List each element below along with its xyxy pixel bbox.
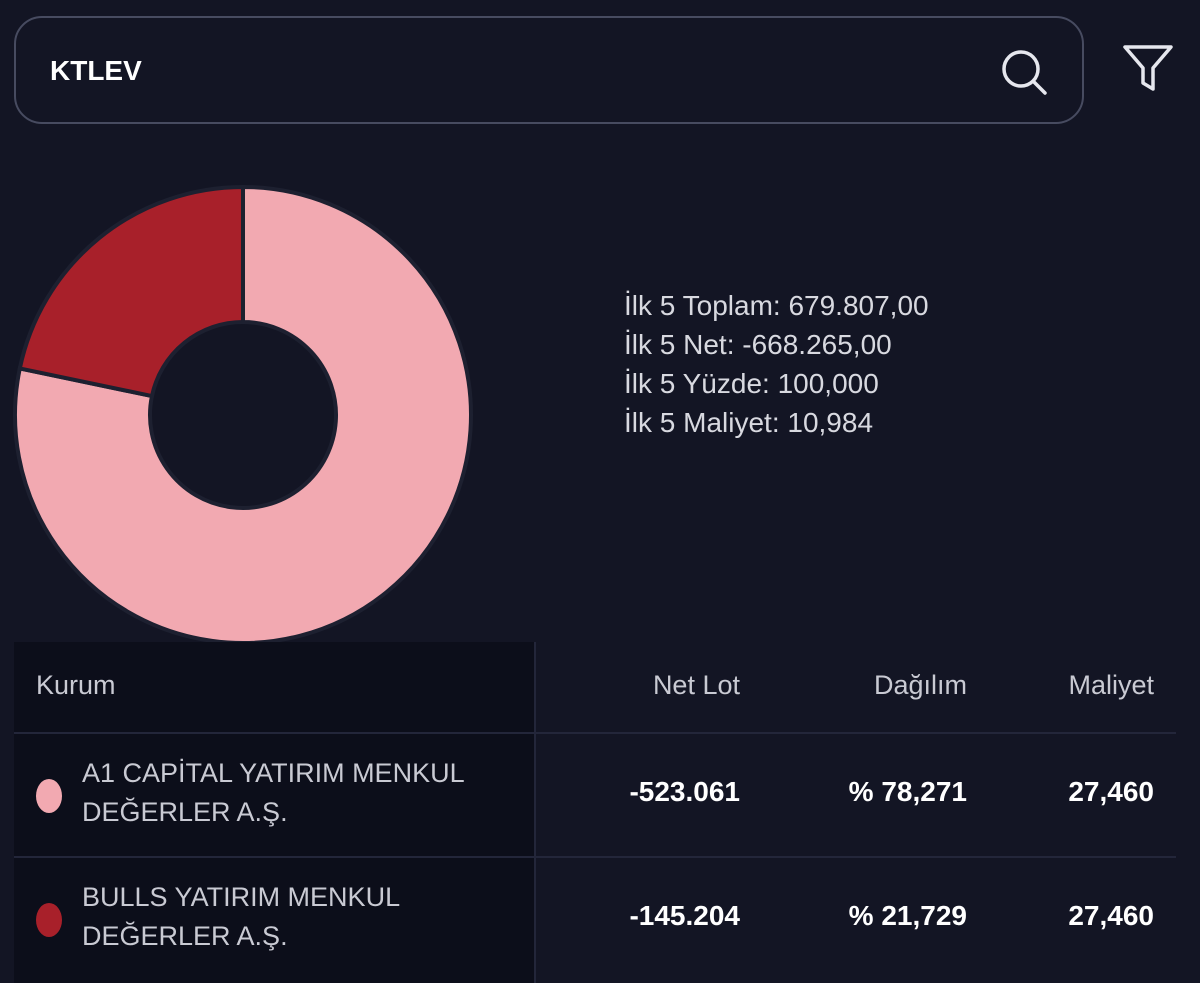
dagilim-value: % 21,729 bbox=[848, 900, 967, 931]
series-color-dot bbox=[36, 779, 62, 813]
filter-icon[interactable] bbox=[1120, 40, 1176, 96]
series-color-dot bbox=[36, 903, 62, 937]
summary-net: İlk 5 Net: -668.265,00 bbox=[624, 329, 892, 360]
donut-chart bbox=[13, 184, 473, 645]
row-divider bbox=[14, 856, 1176, 858]
broker-table: Kurum Net Lot Dağılım Maliyet A1 CAPİTAL… bbox=[14, 642, 1176, 983]
header-net-lot[interactable]: Net Lot bbox=[652, 670, 740, 700]
column-divider bbox=[534, 642, 536, 983]
summary-total: İlk 5 Toplam: 679.807,00 bbox=[624, 290, 929, 321]
search-icon[interactable] bbox=[998, 46, 1050, 98]
table-row[interactable]: BULLS YATIRIM MENKUL DEĞERLER A.Ş. -145.… bbox=[14, 858, 1176, 980]
maliyet-value: 27,460 bbox=[1068, 776, 1154, 807]
search-input[interactable] bbox=[50, 48, 950, 94]
summary-percent: İlk 5 Yüzde: 100,000 bbox=[624, 368, 879, 399]
summary-cost: İlk 5 Maliyet: 10,984 bbox=[624, 407, 874, 438]
kurum-column-background bbox=[14, 642, 534, 983]
summary-stats: İlk 5 Toplam: 679.807,00 İlk 5 Net: -668… bbox=[624, 286, 1124, 442]
broker-name: A1 CAPİTAL YATIRIM MENKUL DEĞERLER A.Ş. bbox=[82, 758, 464, 827]
net-lot-value: -145.204 bbox=[629, 900, 740, 931]
maliyet-value: 27,460 bbox=[1068, 900, 1154, 931]
header-kurum[interactable]: Kurum bbox=[36, 670, 116, 700]
header-dagilim[interactable]: Dağılım bbox=[873, 670, 967, 700]
search-box[interactable] bbox=[14, 16, 1084, 124]
broker-name: BULLS YATIRIM MENKUL DEĞERLER A.Ş. bbox=[82, 882, 400, 951]
header-maliyet[interactable]: Maliyet bbox=[1068, 670, 1154, 700]
donut-slice[interactable] bbox=[13, 184, 473, 645]
row-divider bbox=[14, 732, 1176, 734]
table-row[interactable]: A1 CAPİTAL YATIRIM MENKUL DEĞERLER A.Ş. … bbox=[14, 734, 1176, 856]
dagilim-value: % 78,271 bbox=[848, 776, 967, 807]
donut-slice[interactable] bbox=[17, 184, 245, 399]
net-lot-value: -523.061 bbox=[629, 776, 740, 807]
